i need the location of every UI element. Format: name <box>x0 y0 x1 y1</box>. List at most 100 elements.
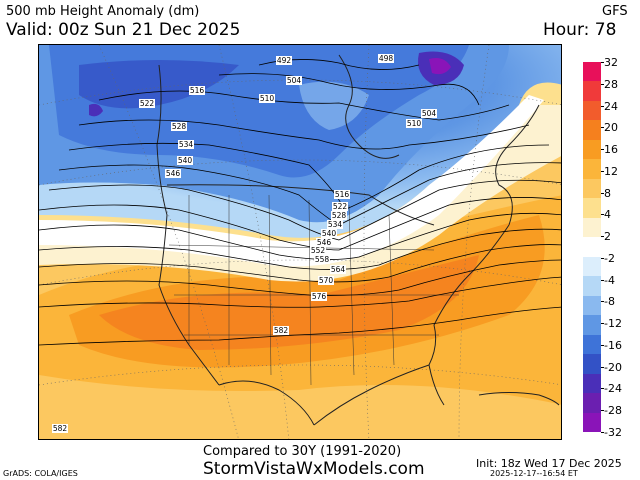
contour-label-text: 546 <box>166 169 181 178</box>
contour-label-546-b: 546 <box>316 238 332 247</box>
colorbar-tick-label: 8 <box>604 186 611 200</box>
contour-label-552: 552 <box>310 246 326 255</box>
colorbar-tick-label: -2 <box>604 251 615 265</box>
colorbar-tick-label: -24 <box>604 382 622 396</box>
colorbar-segment <box>583 354 601 375</box>
colorbar-tick-mark <box>601 83 604 85</box>
colorbar-segment <box>583 139 601 160</box>
contour-label-text: 576 <box>312 292 327 301</box>
contour-label-582-b: 582 <box>52 424 68 433</box>
colorbar-tick-label: -20 <box>604 360 622 374</box>
contour-label-534-a: 534 <box>178 140 194 149</box>
colorbar-tick-mark <box>601 62 604 63</box>
contour-label-text: 558 <box>315 255 330 264</box>
colorbar-tick-label: 12 <box>604 164 618 178</box>
contour-label-570: 570 <box>318 276 334 285</box>
map-title: 500 mb Height Anomaly (dm) <box>6 4 200 19</box>
colorbar-segment <box>583 62 601 82</box>
contour-label-text: 498 <box>379 54 394 63</box>
contour-label-510-a: 510 <box>259 94 275 103</box>
colorbar-tick-mark <box>601 214 604 216</box>
contour-label-text: 516 <box>335 190 350 199</box>
contour-label-516-b: 516 <box>334 190 350 199</box>
contour-label-text: 510 <box>260 94 275 103</box>
contour-label-text: 570 <box>319 276 334 285</box>
colorbar-tick-mark <box>601 149 604 151</box>
contour-label-504-b: 504 <box>421 109 437 118</box>
contour-label-text: 504 <box>287 76 302 85</box>
colorbar-segment <box>583 334 601 355</box>
colorbar-segment <box>583 178 601 199</box>
colorbar-tick-label: 32 <box>604 56 618 69</box>
contour-label-text: 510 <box>407 119 422 128</box>
contour-label-540-a: 540 <box>177 156 193 165</box>
contour-label-492: 492 <box>276 56 292 65</box>
contour-label-text: 492 <box>277 56 292 65</box>
grads-credit: GrADS: COLA/IGES <box>3 469 78 478</box>
colorbar-tick-mark <box>601 236 604 238</box>
contour-label-text: 582 <box>53 424 68 433</box>
colorbar-tick-label: -4 <box>604 273 615 287</box>
contour-label-582-a: 582 <box>273 326 289 335</box>
colorbar-segment <box>583 120 601 141</box>
contour-label-528-a: 528 <box>171 122 187 131</box>
contour-label-564: 564 <box>330 265 346 274</box>
colorbar-segment <box>583 315 601 336</box>
colorbar-tick-mark <box>601 388 604 390</box>
colorbar-segment <box>583 217 601 238</box>
colorbar-tick-label: 20 <box>604 121 618 135</box>
colorbar-tick-mark <box>601 192 604 194</box>
colorbar-tick-mark <box>601 105 604 107</box>
contour-label-text: 528 <box>332 211 347 220</box>
graticule <box>39 45 561 439</box>
colorbar-tick-mark <box>601 170 604 172</box>
colorbar-tick-mark <box>601 432 604 433</box>
colorbar-tick-mark <box>601 301 604 303</box>
model-name: GFS <box>602 4 628 19</box>
contour-label-text: 540 <box>322 229 337 238</box>
valid-time: Valid: 00z Sun 21 Dec 2025 <box>6 20 241 40</box>
colorbar-segment <box>583 276 601 297</box>
contour-label-522-b: 522 <box>332 202 348 211</box>
contour-label-text: 534 <box>179 140 194 149</box>
contour-label-498: 498 <box>378 54 394 63</box>
init-time: Init: 18z Wed 17 Dec 2025 <box>476 457 622 470</box>
contour-label-534-b: 534 <box>327 220 343 229</box>
colorbar-tick-label: -16 <box>604 338 622 352</box>
colorbar-segment <box>583 159 601 180</box>
colorbar-tick-mark <box>601 323 604 325</box>
colorbar-tick-mark <box>601 257 604 259</box>
contour-labels: 492 498 504 504 510 510 516 522 528 534 … <box>52 54 437 433</box>
colorbar-tick-label: 2 <box>604 230 611 244</box>
anomaly-map: 492 498 504 504 510 510 516 522 528 534 … <box>38 44 562 440</box>
generated-time: 2025-12-17--16:54 ET <box>490 469 578 478</box>
climatology-note: Compared to 30Y (1991-2020) <box>203 444 402 459</box>
colorbar-tick-label: -8 <box>604 295 615 309</box>
colorbar-tick-mark <box>601 279 604 281</box>
contour-label-text: 582 <box>274 326 289 335</box>
site-name: StormVistaWxModels.com <box>203 459 425 479</box>
contour-label-516-a: 516 <box>189 86 205 95</box>
colorbar-tick-mark <box>601 410 604 412</box>
colorbar-tick-label: 16 <box>604 143 618 157</box>
colorbar-tick-label: 28 <box>604 77 618 91</box>
colorbar-tick-label: 4 <box>604 208 611 222</box>
contour-label-504-a: 504 <box>286 76 302 85</box>
colorbar-segment <box>583 237 601 258</box>
contour-label-546-a: 546 <box>165 169 181 178</box>
colorbar-tick-mark <box>601 344 604 346</box>
forecast-hour: Hour: 78 <box>543 20 617 40</box>
colorbar-tick-mark <box>601 127 604 129</box>
colorbar-segment <box>583 198 601 219</box>
contour-label-510-b: 510 <box>406 119 422 128</box>
colorbar-tick-mark <box>601 366 604 368</box>
contour-label-text: 528 <box>172 122 187 131</box>
contour-label-text: 564 <box>331 265 346 274</box>
contour-label-text: 516 <box>190 86 205 95</box>
colorbar-tick-label: -28 <box>604 404 622 418</box>
colorbar-tick-label: -32 <box>604 426 622 439</box>
colorbar-tick-label: -12 <box>604 317 622 331</box>
colorbar-segment <box>583 295 601 316</box>
height-contours <box>39 59 561 346</box>
colorbar-segment <box>583 412 601 433</box>
